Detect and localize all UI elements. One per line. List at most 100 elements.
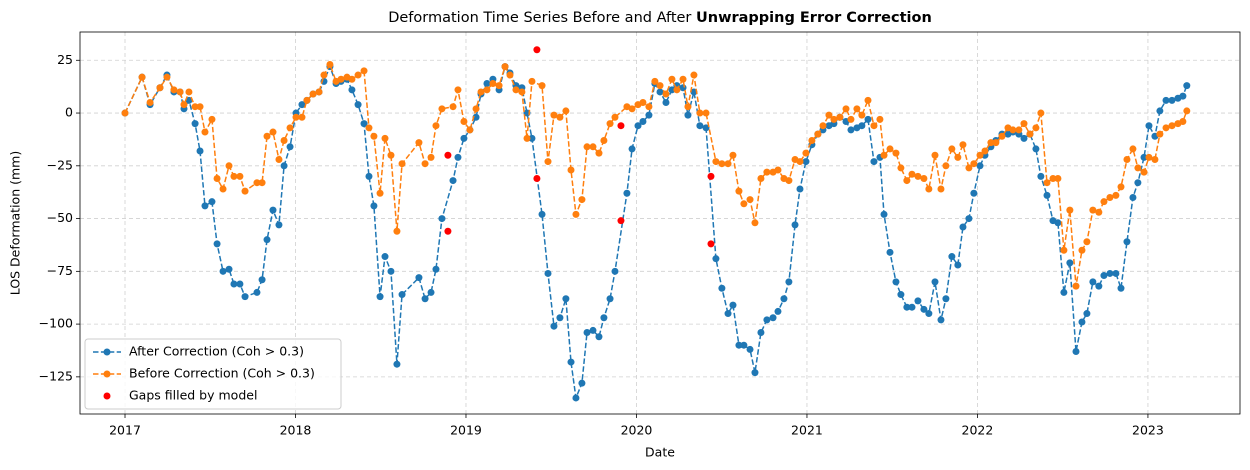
- data-point: [1168, 122, 1176, 130]
- data-point: [191, 103, 199, 111]
- data-point: [702, 109, 710, 117]
- data-point: [914, 172, 922, 180]
- data-point: [1140, 168, 1148, 176]
- data-point: [959, 141, 967, 149]
- data-point: [684, 103, 692, 111]
- data-point: [477, 88, 485, 96]
- data-point: [320, 71, 328, 79]
- data-point: [785, 177, 793, 185]
- data-point: [438, 105, 446, 113]
- data-point: [275, 221, 283, 229]
- data-point: [679, 75, 687, 83]
- y-tick-label: −50: [47, 210, 73, 225]
- data-point: [785, 278, 793, 286]
- data-point: [1032, 145, 1040, 153]
- data-point: [595, 149, 603, 157]
- data-point: [241, 293, 249, 301]
- data-point: [354, 101, 362, 109]
- data-point: [236, 280, 244, 288]
- y-tick-label: −75: [47, 263, 73, 278]
- data-point: [550, 322, 558, 330]
- data-point: [1129, 145, 1137, 153]
- data-point: [696, 109, 704, 117]
- data-point: [858, 111, 866, 119]
- data-point: [1054, 174, 1062, 182]
- data-point: [578, 379, 586, 387]
- data-point: [578, 196, 586, 204]
- data-point: [170, 86, 178, 94]
- y-tick-label: −125: [39, 368, 73, 383]
- data-point: [185, 88, 193, 96]
- data-point: [702, 124, 710, 132]
- data-point: [1179, 92, 1187, 100]
- data-point: [746, 196, 754, 204]
- data-point: [897, 164, 905, 172]
- data-point: [365, 124, 373, 132]
- data-point: [925, 310, 933, 318]
- data-point: [381, 134, 389, 142]
- data-point: [263, 236, 271, 244]
- data-point: [258, 179, 266, 187]
- data-point: [1151, 155, 1159, 163]
- data-point: [954, 261, 962, 269]
- data-point: [1112, 269, 1120, 277]
- data-point: [583, 329, 591, 337]
- data-point: [925, 185, 933, 193]
- data-point: [908, 170, 916, 178]
- data-point: [1134, 164, 1142, 172]
- data-point: [600, 314, 608, 322]
- data-point: [269, 206, 277, 214]
- data-point: [1183, 82, 1191, 90]
- data-point: [976, 151, 984, 159]
- data-point: [1049, 174, 1057, 182]
- data-point: [965, 215, 973, 223]
- data-point: [774, 307, 782, 315]
- data-point: [656, 88, 664, 96]
- data-point: [589, 143, 597, 151]
- data-point: [241, 187, 249, 195]
- data-point: [611, 267, 619, 275]
- data-point: [712, 255, 720, 263]
- data-point: [163, 73, 171, 81]
- data-point: [1183, 107, 1191, 115]
- data-point: [415, 274, 423, 282]
- data-point: [315, 88, 323, 96]
- data-point: [617, 217, 625, 225]
- data-point: [1095, 208, 1103, 216]
- data-point: [398, 160, 406, 168]
- title-main: Deformation Time Series Before and After: [388, 10, 696, 26]
- data-point: [1043, 191, 1051, 199]
- data-point: [847, 126, 855, 134]
- data-point: [309, 90, 317, 98]
- legend-label: After Correction (Coh > 0.3): [129, 344, 304, 359]
- data-point: [472, 113, 480, 121]
- data-point: [1089, 278, 1097, 286]
- data-point: [1043, 179, 1051, 187]
- data-point: [1060, 288, 1068, 296]
- data-point: [763, 168, 771, 176]
- data-point: [337, 75, 345, 83]
- data-point: [987, 139, 995, 147]
- data-point: [870, 158, 878, 166]
- data-point: [1037, 172, 1045, 180]
- data-point: [942, 295, 950, 303]
- data-point: [191, 120, 199, 128]
- data-point: [544, 158, 552, 166]
- data-point: [729, 301, 737, 309]
- data-point: [269, 128, 277, 136]
- data-point: [684, 111, 692, 119]
- data-point: [1162, 124, 1170, 132]
- data-point: [628, 145, 636, 153]
- data-point: [253, 288, 261, 296]
- data-point: [639, 98, 647, 106]
- data-point: [802, 149, 810, 157]
- data-point: [275, 155, 283, 163]
- data-point: [213, 174, 221, 182]
- data-point: [583, 143, 591, 151]
- data-point: [387, 267, 395, 275]
- data-point: [948, 253, 956, 261]
- data-point: [1156, 107, 1164, 115]
- data-point: [1117, 183, 1125, 191]
- data-point: [791, 221, 799, 229]
- data-point: [1145, 153, 1153, 161]
